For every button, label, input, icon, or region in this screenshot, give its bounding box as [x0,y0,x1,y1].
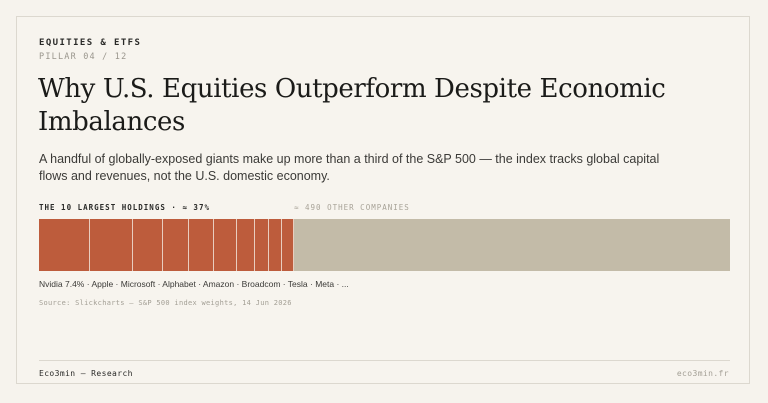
footer-brand: Eco3min — Research [39,369,133,378]
holding-segment-8 [255,219,270,271]
holding-segment-10 [282,219,294,271]
pillar-label: PILLAR 04 / 12 [39,52,128,62]
holding-segment-2 [90,219,133,271]
top10-label: THE 10 LARGEST HOLDINGS · ≈ 37% [39,203,210,212]
card: EQUITIES & ETFS PILLAR 04 / 12 Why U.S. … [16,16,750,384]
others-label: ≈ 490 OTHER COMPANIES [294,203,410,212]
holdings-bar [39,219,730,271]
other-companies-segment [293,219,730,271]
page-title: Why U.S. Equities Outperform Despite Eco… [38,74,666,137]
holding-segment-7 [237,219,256,271]
footer-site-link[interactable]: eco3min.fr [676,369,729,378]
footer-divider [39,360,730,361]
holding-segment-1 [39,219,91,271]
holding-segment-3 [132,219,163,271]
category-label: EQUITIES & ETFS [39,38,142,48]
source-note: Source: Slickcharts — S&P 500 index weig… [39,299,292,307]
holding-segment-5 [188,219,214,271]
holding-segment-4 [162,219,189,271]
holdings-names: Nvidia 7.4% · Apple · Microsoft · Alphab… [39,279,349,289]
holding-segment-6 [213,219,238,271]
holding-segment-9 [269,219,283,271]
subtitle: A handful of globally-exposed giants mak… [39,152,660,183]
